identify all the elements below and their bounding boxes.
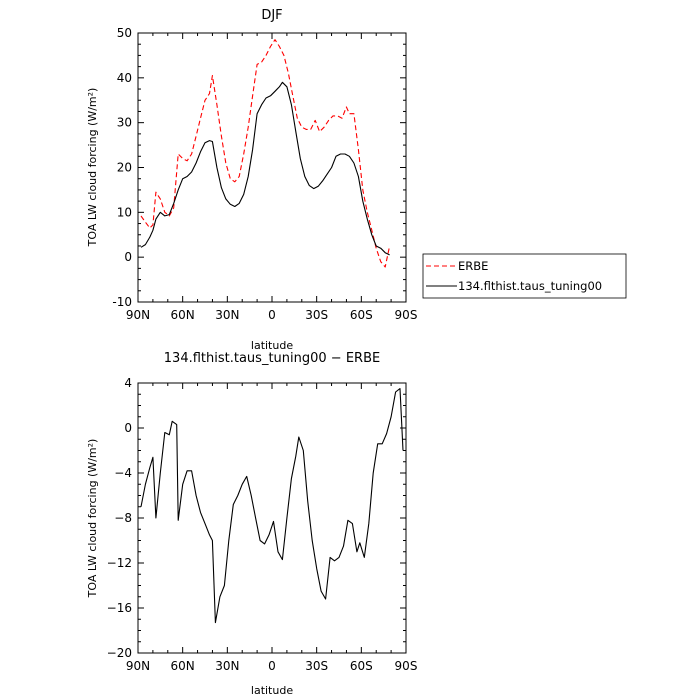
bottom-x-tick-label: 90S bbox=[395, 659, 418, 673]
top-x-tick-label: 90S bbox=[395, 308, 418, 322]
top-x-tick-label: 90N bbox=[126, 308, 150, 322]
bottom-panel: 134.flthist.taus_tuning00 − ERBE TOA LW … bbox=[86, 351, 417, 697]
top-y-tick-label: 50 bbox=[117, 26, 132, 40]
bottom-x-tick-label: 30N bbox=[215, 659, 239, 673]
top-panel: DJF TOA LW cloud forcing (W/m²) latitude… bbox=[86, 8, 417, 352]
top-x-tick-label: 30S bbox=[305, 308, 328, 322]
legend-label-erbe: ERBE bbox=[458, 259, 488, 273]
bottom-series-line-0 bbox=[140, 388, 404, 624]
top-x-tick-label: 30N bbox=[215, 308, 239, 322]
bottom-y-tick-label: −8 bbox=[114, 511, 132, 525]
bottom-x-tick-label: 0 bbox=[268, 659, 276, 673]
bottom-x-tick-label: 30S bbox=[305, 659, 328, 673]
top-y-axis-label: TOA LW cloud forcing (W/m²) bbox=[86, 88, 99, 248]
bottom-x-tick-label: 60S bbox=[350, 659, 373, 673]
bottom-x-tick-label: 90N bbox=[126, 659, 150, 673]
top-x-tick-label: 60S bbox=[350, 308, 373, 322]
bottom-y-tick-label: −12 bbox=[107, 556, 132, 570]
bottom-chart-title: 134.flthist.taus_tuning00 − ERBE bbox=[164, 351, 380, 366]
bottom-y-tick-label: −4 bbox=[114, 466, 132, 480]
top-y-tick-label: 20 bbox=[117, 161, 132, 175]
legend-box bbox=[422, 253, 627, 299]
top-y-tick-label: 40 bbox=[117, 71, 132, 85]
top-y-tick-label: 10 bbox=[117, 205, 132, 219]
top-y-tick-label: 0 bbox=[124, 250, 132, 264]
top-tick-marks: 90N 60N 30N 0 30S 60S 90S -10 0 10 20 30 40 50 bbox=[112, 26, 417, 322]
top-series-line-1 bbox=[140, 81, 390, 256]
bottom-y-tick-label: −16 bbox=[107, 601, 132, 615]
bottom-x-axis-label: latitude bbox=[251, 684, 293, 697]
top-x-axis-label: latitude bbox=[251, 339, 293, 352]
top-chart-title: DJF bbox=[261, 8, 282, 23]
bottom-plot-frame bbox=[137, 382, 407, 654]
bottom-y-tick-label: 4 bbox=[124, 376, 132, 390]
top-plot-frame bbox=[137, 32, 407, 303]
top-x-tick-label: 60N bbox=[171, 308, 195, 322]
top-series-line-0 bbox=[140, 39, 391, 268]
bottom-x-tick-label: 60N bbox=[171, 659, 195, 673]
bottom-y-tick-label: 0 bbox=[124, 421, 132, 435]
legend: ERBE 134.flthist.taus_tuning00 bbox=[422, 253, 627, 299]
top-x-tick-label: 0 bbox=[268, 308, 276, 322]
bottom-y-tick-label: −20 bbox=[107, 646, 132, 660]
bottom-series-lines bbox=[140, 388, 404, 624]
top-y-tick-label: 30 bbox=[117, 116, 132, 130]
top-y-tick-label: -10 bbox=[112, 295, 132, 309]
bottom-tick-marks: 90N 60N 30N 0 30S 60S 90S −20 −16 −12 −8 −4 0 4 bbox=[107, 376, 418, 673]
legend-label-model: 134.flthist.taus_tuning00 bbox=[458, 279, 602, 293]
top-series-lines bbox=[140, 39, 391, 268]
bottom-y-axis-label: TOA LW cloud forcing (W/m²) bbox=[86, 439, 99, 599]
